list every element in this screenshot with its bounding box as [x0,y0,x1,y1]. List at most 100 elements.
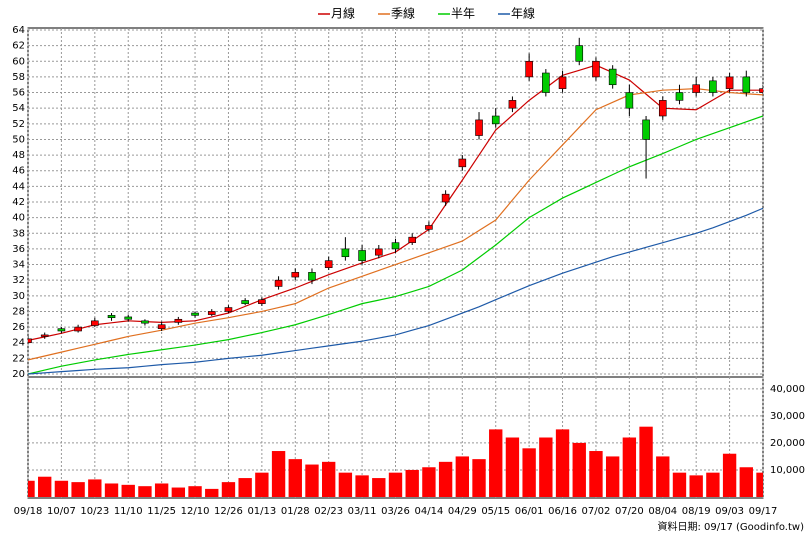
volume-bar [288,459,302,497]
x-tick-label: 09/17 [749,506,778,517]
volume-bar [706,472,720,497]
y-tick-label: 58 [12,72,25,83]
y-tick-label: 60 [12,56,25,67]
volume-bar [639,426,653,497]
x-tick-label: 06/16 [548,506,577,517]
candle-body [341,248,350,258]
candle-body [542,72,550,93]
y-tick-label: 28 [12,306,25,317]
candle-body [28,338,32,344]
candle-body [709,80,717,93]
volume-bar [572,442,586,497]
y2-tick-label: 10,000 [770,465,805,476]
candle-body [207,311,216,315]
candle-body [742,76,751,93]
candle-body [324,260,333,268]
candle-body [759,88,763,93]
candle-body [74,326,82,332]
candle-body [391,242,400,250]
x-tick-label: 05/15 [481,506,510,517]
volume-bar [388,472,403,497]
x-tick-label: 09/18 [14,506,43,517]
x-tick-label: 03/11 [348,506,377,517]
candle-body [475,119,483,136]
candle-body [458,158,467,168]
volume-bar [38,476,52,497]
candle-body [124,316,133,320]
x-tick-label: 07/20 [615,506,644,517]
candle-body [291,272,300,278]
volume-bar [205,488,219,497]
y-tick-label: 46 [12,166,25,177]
x-tick-label: 10/23 [80,506,109,517]
candle-body [408,236,417,243]
y-tick-label: 40 [12,213,25,224]
x-tick-label: 01/28 [281,506,310,517]
candle-body [241,300,249,304]
x-tick-label: 08/04 [648,506,677,517]
candle-body [107,315,116,319]
y-tick-label: 32 [12,275,25,286]
volume-bar [355,475,369,497]
candle-body [425,225,433,230]
y-tick-label: 50 [12,134,25,145]
candle-body [558,76,567,89]
volume-bar [154,483,169,497]
candle-body [57,328,66,332]
x-tick-label: 07/02 [582,506,611,517]
candle-body [141,320,149,324]
candle-body [608,68,617,86]
volume-bar [338,472,353,497]
volume-bar [88,479,102,497]
x-tick-label: 08/19 [682,506,711,517]
x-tick-label: 09/03 [715,506,744,517]
volume-bar [505,437,520,497]
y-tick-label: 30 [12,291,25,302]
volume-bar [71,482,85,497]
legend-label: 半年 [451,7,475,21]
y-tick-label: 56 [12,88,25,99]
x-tick-label: 04/14 [414,506,443,517]
volume-bar [722,453,737,497]
candle-body [491,115,500,125]
volume-bar [171,487,186,497]
volume-bar [271,451,286,497]
volume-bar [405,469,419,497]
volume-bar [756,472,763,497]
volume-bar [322,461,336,497]
candle-body [592,60,600,78]
x-tick-label: 06/01 [515,506,544,517]
volume-bar [656,456,670,497]
x-tick-label: 12/26 [214,506,243,517]
candle-body [625,92,634,109]
y-tick-label: 64 [12,25,25,36]
y-tick-label: 48 [12,150,25,161]
candle-body [692,84,700,93]
candle-body [308,272,316,281]
volume-bar [305,464,319,497]
legend-label: 年線 [511,6,535,21]
volume-bar [605,456,620,497]
x-tick-label: 12/10 [181,506,210,517]
volume-bar [104,483,119,497]
volume-bar [489,429,503,497]
x-tick-label: 02/23 [314,506,343,517]
volume-bar [672,472,687,497]
volume-bar [255,472,269,497]
volume-bar [238,478,252,497]
candle-body [40,334,49,337]
volume-bar [689,475,703,497]
candle-body [191,312,199,316]
candle-body [441,193,450,203]
volume-bar [121,484,135,497]
volume-bar [589,451,603,497]
y-tick-label: 52 [12,119,25,130]
volume-bar [438,461,453,497]
y-tick-label: 54 [12,103,25,114]
candle-body [675,92,684,101]
volume-bar [522,448,536,497]
candle-body [91,320,99,326]
x-tick-label: 11/10 [114,506,143,517]
y-tick-label: 44 [12,181,25,192]
